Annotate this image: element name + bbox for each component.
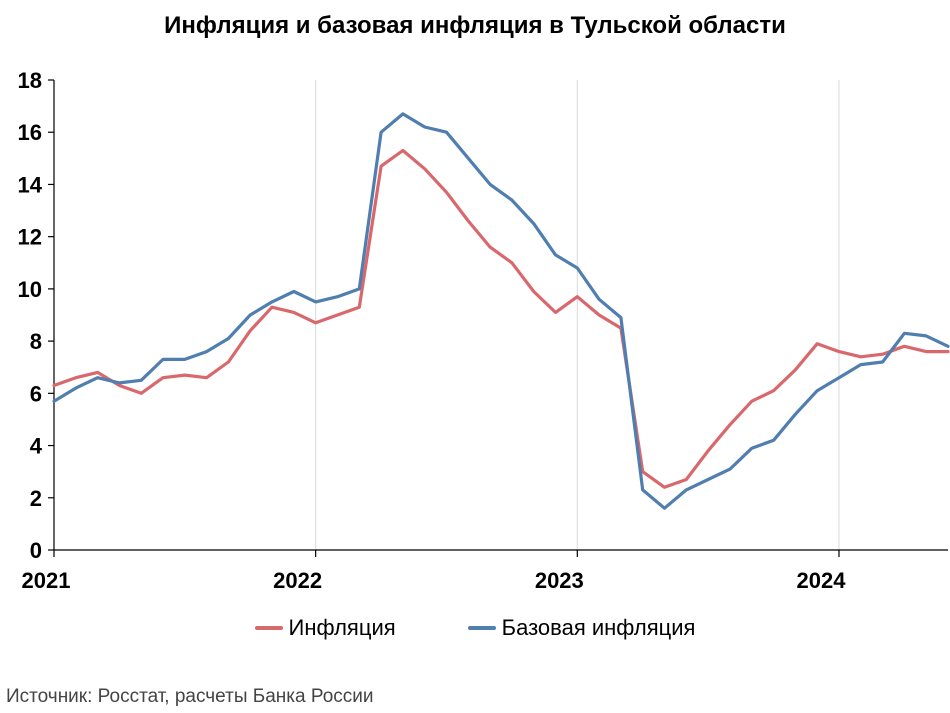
- y-tick-label-6: 6: [30, 381, 42, 406]
- y-tick-label-0: 0: [30, 538, 42, 563]
- x-tick-label-2021: 2021: [22, 568, 71, 593]
- y-tick-label-18: 18: [18, 68, 42, 93]
- legend-item-core-inflation: Базовая инфляция: [467, 615, 696, 641]
- series-layer: [52, 112, 950, 510]
- legend-swatch-inflation: [254, 626, 283, 630]
- y-tick-label-4: 4: [30, 434, 43, 459]
- legend-label-core-inflation: Базовая инфляция: [501, 615, 696, 640]
- legend-label-inflation: Инфляция: [288, 615, 396, 640]
- y-tick-label-12: 12: [18, 225, 42, 250]
- legend-item-inflation: Инфляция: [254, 615, 396, 641]
- legend-swatch-core-inflation: [467, 626, 496, 630]
- y-tick-label-2: 2: [30, 486, 42, 511]
- x-tick-labels: 2021 2022 2023 2024: [22, 568, 847, 593]
- x-tick-label-2023: 2023: [535, 568, 584, 593]
- x-tick-label-2024: 2024: [796, 568, 846, 593]
- legend: Инфляция Базовая инфляция: [0, 615, 950, 641]
- y-tick-label-14: 14: [18, 172, 43, 197]
- y-tick-label-8: 8: [30, 329, 42, 354]
- y-tick-label-10: 10: [18, 277, 42, 302]
- series-line-inflation: [52, 148, 950, 489]
- y-tick-labels: 0 2 4 6 8 10 12 14 16 18: [18, 68, 43, 563]
- chart-title: Инфляция и базовая инфляция в Тульской о…: [164, 12, 786, 39]
- axis-layer: [48, 79, 948, 557]
- y-tick-label-16: 16: [18, 120, 42, 145]
- series-line-core-inflation: [52, 112, 950, 510]
- x-tick-label-2022: 2022: [273, 568, 322, 593]
- grid-layer: [315, 80, 840, 550]
- source-note: Источник: Росстат, расчеты Банка России: [6, 686, 374, 707]
